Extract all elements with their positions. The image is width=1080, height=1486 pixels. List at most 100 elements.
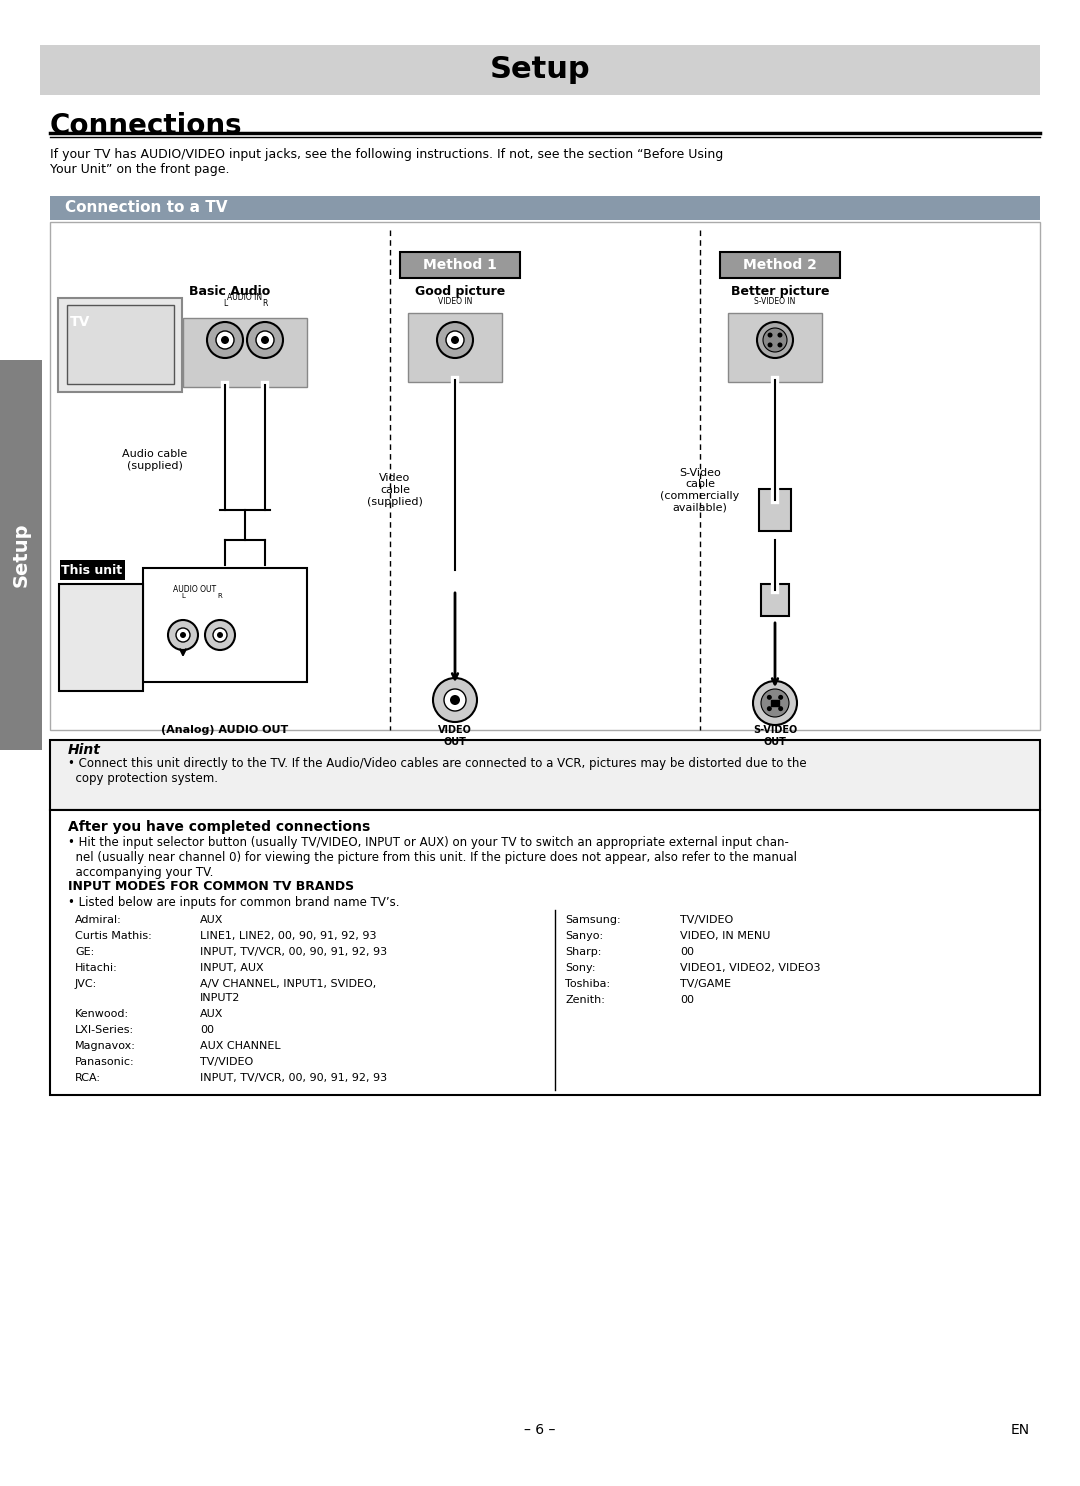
Text: Video
cable
(supplied): Video cable (supplied): [367, 474, 423, 507]
Text: AUX: AUX: [200, 915, 224, 924]
Circle shape: [207, 322, 243, 358]
Circle shape: [168, 620, 198, 649]
Text: After you have completed connections: After you have completed connections: [68, 820, 370, 834]
Text: Sanyo:: Sanyo:: [565, 932, 603, 941]
Text: Admiral:: Admiral:: [75, 915, 122, 924]
Text: Audio cable
(supplied): Audio cable (supplied): [122, 449, 188, 471]
Circle shape: [437, 322, 473, 358]
Text: S-VIDEO IN: S-VIDEO IN: [754, 297, 796, 306]
Text: RCA:: RCA:: [75, 1073, 102, 1083]
Circle shape: [444, 690, 465, 710]
Circle shape: [767, 706, 772, 712]
Text: Method 2: Method 2: [743, 259, 816, 272]
Text: INPUT MODES FOR COMMON TV BRANDS: INPUT MODES FOR COMMON TV BRANDS: [68, 880, 354, 893]
FancyBboxPatch shape: [771, 700, 779, 706]
Text: JVC:: JVC:: [75, 979, 97, 990]
Circle shape: [446, 331, 464, 349]
FancyBboxPatch shape: [50, 740, 1040, 810]
Text: Sony:: Sony:: [565, 963, 595, 973]
Text: AUX CHANNEL: AUX CHANNEL: [200, 1042, 281, 1051]
Text: 00: 00: [680, 996, 694, 1005]
FancyBboxPatch shape: [408, 314, 502, 382]
Text: LINE1, LINE2, 00, 90, 91, 92, 93: LINE1, LINE2, 00, 90, 91, 92, 93: [200, 932, 377, 941]
Text: Setup: Setup: [489, 55, 591, 85]
Text: 00: 00: [200, 1025, 214, 1036]
FancyBboxPatch shape: [60, 560, 125, 580]
Circle shape: [761, 690, 789, 718]
Text: R: R: [218, 593, 222, 599]
Text: • Listed below are inputs for common brand name TV’s.: • Listed below are inputs for common bra…: [68, 896, 400, 909]
Text: • Connect this unit directly to the TV. If the Audio/Video cables are connected : • Connect this unit directly to the TV. …: [68, 756, 807, 785]
FancyBboxPatch shape: [143, 568, 307, 682]
Circle shape: [778, 342, 782, 348]
Circle shape: [762, 328, 787, 352]
Text: INPUT, TV/VCR, 00, 90, 91, 92, 93: INPUT, TV/VCR, 00, 90, 91, 92, 93: [200, 1073, 387, 1083]
FancyBboxPatch shape: [400, 253, 519, 278]
Text: Zenith:: Zenith:: [565, 996, 605, 1005]
FancyBboxPatch shape: [40, 45, 1040, 95]
Circle shape: [779, 706, 783, 712]
Text: S-Video
cable
(commercially
available): S-Video cable (commercially available): [660, 468, 740, 513]
Text: L: L: [222, 299, 227, 308]
Text: Connections: Connections: [50, 111, 243, 140]
Circle shape: [757, 322, 793, 358]
Text: This unit: This unit: [62, 563, 122, 577]
Text: 00: 00: [680, 947, 694, 957]
Text: Samsung:: Samsung:: [565, 915, 621, 924]
FancyBboxPatch shape: [59, 584, 143, 691]
Text: VIDEO, IN MENU: VIDEO, IN MENU: [680, 932, 770, 941]
FancyBboxPatch shape: [759, 489, 791, 531]
FancyBboxPatch shape: [58, 299, 183, 392]
Text: INPUT, AUX: INPUT, AUX: [200, 963, 264, 973]
Text: INPUT2: INPUT2: [200, 993, 241, 1003]
Text: TV: TV: [70, 315, 91, 328]
FancyBboxPatch shape: [60, 312, 100, 331]
Text: INPUT, TV/VCR, 00, 90, 91, 92, 93: INPUT, TV/VCR, 00, 90, 91, 92, 93: [200, 947, 387, 957]
Text: – 6 –: – 6 –: [524, 1424, 556, 1437]
Circle shape: [768, 342, 772, 348]
Text: (Analog) AUDIO OUT: (Analog) AUDIO OUT: [161, 725, 288, 736]
Circle shape: [778, 333, 782, 337]
Text: GE:: GE:: [75, 947, 94, 957]
Text: • Hit the input selector button (usually TV/VIDEO, INPUT or AUX) on your TV to s: • Hit the input selector button (usually…: [68, 837, 797, 880]
Text: TV/GAME: TV/GAME: [680, 979, 731, 990]
Circle shape: [217, 632, 222, 637]
Circle shape: [256, 331, 274, 349]
FancyBboxPatch shape: [50, 810, 1040, 1095]
Text: EN: EN: [1011, 1424, 1029, 1437]
Text: AUDIO IN: AUDIO IN: [228, 294, 262, 303]
Text: AUDIO OUT: AUDIO OUT: [174, 585, 217, 594]
Circle shape: [779, 695, 783, 700]
Text: Basic Audio: Basic Audio: [189, 285, 271, 299]
Text: Better picture: Better picture: [731, 285, 829, 299]
FancyBboxPatch shape: [50, 196, 1040, 220]
Text: VIDEO IN: VIDEO IN: [437, 297, 472, 306]
Circle shape: [176, 629, 190, 642]
Text: VIDEO1, VIDEO2, VIDEO3: VIDEO1, VIDEO2, VIDEO3: [680, 963, 821, 973]
Text: S-VIDEO
OUT: S-VIDEO OUT: [753, 725, 797, 746]
Text: LXI-Series:: LXI-Series:: [75, 1025, 134, 1036]
Text: A/V CHANNEL, INPUT1, SVIDEO,: A/V CHANNEL, INPUT1, SVIDEO,: [200, 979, 376, 990]
Text: Method 1: Method 1: [423, 259, 497, 272]
FancyBboxPatch shape: [50, 221, 1040, 730]
Text: Toshiba:: Toshiba:: [565, 979, 610, 990]
Circle shape: [216, 331, 234, 349]
Text: Setup: Setup: [12, 523, 30, 587]
Text: Good picture: Good picture: [415, 285, 505, 299]
Text: Curtis Mathis:: Curtis Mathis:: [75, 932, 152, 941]
FancyBboxPatch shape: [720, 253, 840, 278]
Circle shape: [433, 678, 477, 722]
FancyBboxPatch shape: [67, 305, 174, 383]
Circle shape: [451, 336, 459, 343]
Text: Panasonic:: Panasonic:: [75, 1057, 135, 1067]
Text: Magnavox:: Magnavox:: [75, 1042, 136, 1051]
Circle shape: [450, 695, 460, 704]
Circle shape: [247, 322, 283, 358]
Circle shape: [221, 336, 229, 343]
Text: AUX: AUX: [200, 1009, 224, 1019]
Circle shape: [261, 336, 269, 343]
FancyBboxPatch shape: [0, 360, 42, 750]
Text: Hitachi:: Hitachi:: [75, 963, 118, 973]
Text: If your TV has AUDIO/VIDEO input jacks, see the following instructions. If not, : If your TV has AUDIO/VIDEO input jacks, …: [50, 149, 724, 175]
FancyBboxPatch shape: [183, 318, 307, 386]
